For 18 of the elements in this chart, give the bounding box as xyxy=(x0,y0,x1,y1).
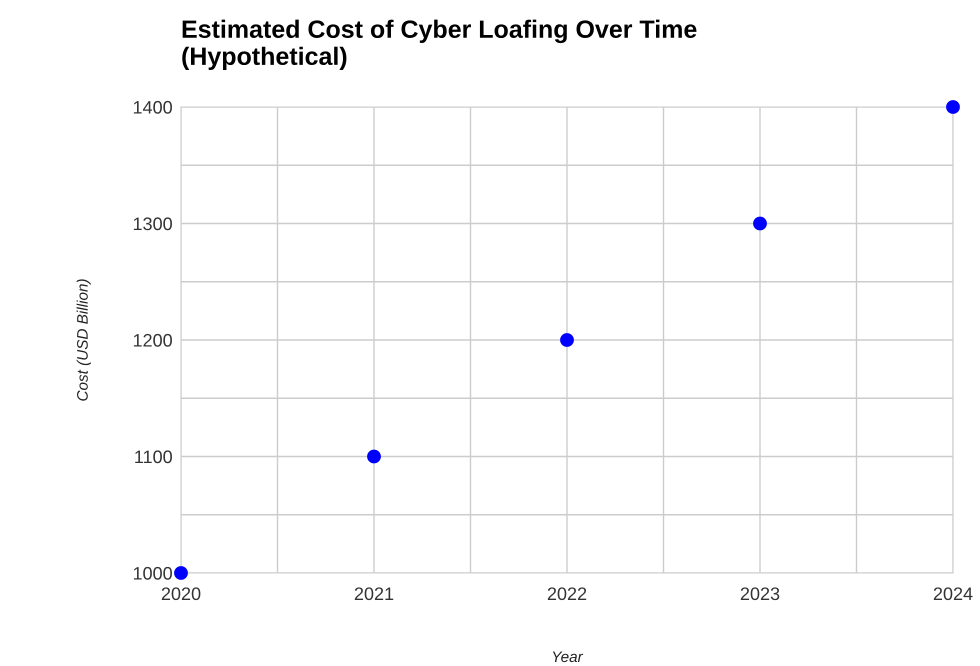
point xyxy=(946,100,960,114)
x-axis-title: Year xyxy=(552,651,584,662)
point xyxy=(560,333,574,347)
x-tick-label: 2022 xyxy=(548,587,586,600)
y-tick-label: 1400 xyxy=(134,100,172,114)
y-tick-label: 1200 xyxy=(134,334,172,347)
chart-title: Estimated Cost of Cyber Loafing Over Time (Hypothetical) xyxy=(182,20,696,70)
point xyxy=(174,566,188,580)
y-tick-label: 1300 xyxy=(134,217,172,230)
point xyxy=(753,216,767,230)
y-tick-label: 1000 xyxy=(134,566,172,580)
x-tick-label: 2024 xyxy=(934,587,973,600)
y-tick-label: 1100 xyxy=(135,450,172,464)
x-tick-label: 2023 xyxy=(740,587,780,600)
point xyxy=(367,450,381,464)
y-axis-title: Cost (USD Billion) xyxy=(76,279,91,401)
x-tick-label: 2021 xyxy=(354,587,394,600)
x-tick-label: 2020 xyxy=(162,587,200,600)
